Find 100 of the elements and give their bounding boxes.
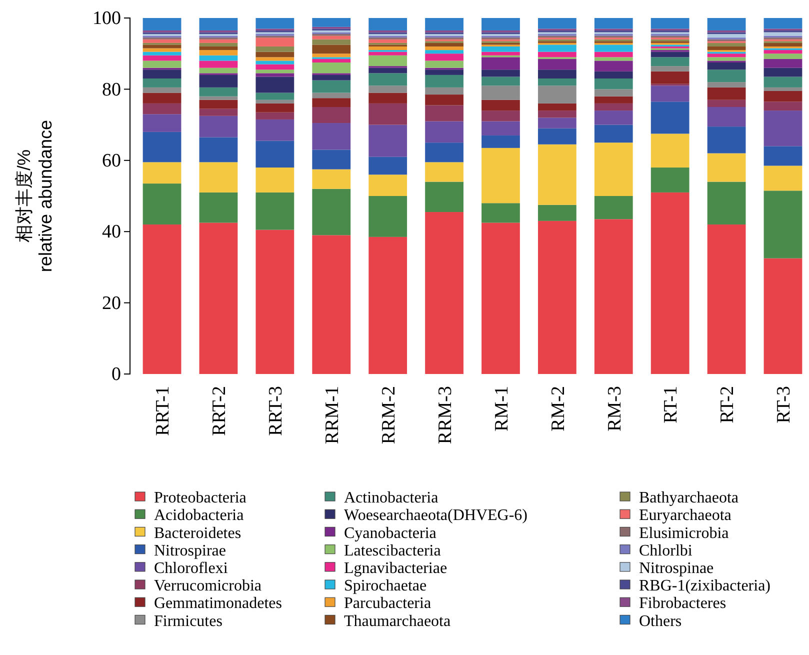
legend-label: Lgnavibacteriae — [344, 560, 448, 577]
legend-label: Euryarchaeota — [639, 507, 732, 524]
legend-label: Actinobacteria — [344, 490, 438, 507]
bar — [256, 38, 294, 46]
bar — [312, 18, 351, 27]
bar — [368, 124, 408, 157]
legend-label: Parcubacteria — [344, 595, 432, 612]
x-tick-label: RT-1 — [660, 386, 682, 424]
bar — [312, 188, 351, 236]
bar — [650, 86, 690, 102]
bar — [142, 18, 182, 30]
bar — [538, 220, 576, 374]
bar — [256, 70, 294, 74]
legend-label: Thaumarchaeota — [344, 612, 451, 630]
bar — [707, 70, 746, 82]
bar — [256, 73, 294, 77]
legend-label: Fibrobacteres — [639, 595, 726, 612]
bar — [707, 87, 746, 100]
legend-label: Bacteroidetes — [154, 524, 242, 542]
bar — [425, 18, 464, 30]
bar — [368, 18, 408, 30]
bar — [707, 42, 746, 46]
bar — [142, 55, 182, 61]
bar — [538, 118, 576, 128]
y-tick-label: 60 — [102, 150, 121, 172]
bar — [707, 18, 746, 30]
bar — [256, 140, 294, 168]
bar — [594, 124, 633, 143]
bar — [312, 80, 351, 93]
bar — [368, 68, 408, 74]
bar — [425, 60, 464, 68]
bar — [256, 192, 294, 230]
bar — [199, 87, 238, 96]
bar — [594, 44, 633, 52]
x-tick-label: RRT-1 — [152, 386, 174, 436]
bar — [199, 55, 238, 61]
bar — [312, 107, 351, 124]
bar — [650, 71, 690, 84]
bar — [594, 96, 633, 104]
bar — [368, 39, 408, 43]
bar — [482, 57, 520, 70]
bar — [368, 55, 408, 66]
legend-label: Acidobacteria — [154, 507, 244, 524]
bar — [312, 54, 351, 58]
bar — [764, 102, 802, 111]
bar — [199, 39, 238, 43]
bar — [256, 230, 294, 374]
bar — [707, 82, 746, 88]
bar — [312, 235, 351, 374]
bar — [707, 62, 746, 70]
bar — [538, 44, 576, 52]
bar — [594, 57, 633, 61]
legend-label: Cyanobacteria — [344, 524, 436, 542]
bar — [764, 54, 802, 59]
bar — [312, 92, 351, 98]
bar — [538, 58, 576, 70]
bar — [594, 103, 633, 111]
legend-label: Bathyarchaeota — [639, 490, 738, 507]
x-tick-label: RM-1 — [491, 386, 512, 432]
bar — [764, 50, 802, 54]
bar — [256, 52, 294, 58]
bar — [256, 92, 294, 100]
legend-label: Nitrospirae — [154, 542, 226, 560]
x-tick-label: RM-2 — [548, 386, 569, 432]
bar — [256, 112, 294, 120]
bar — [368, 156, 408, 175]
bar — [764, 166, 802, 191]
bar — [482, 46, 520, 52]
legend-label: Elusimicrobia — [639, 524, 729, 542]
bar — [425, 46, 464, 50]
legend-label: Others — [639, 612, 682, 630]
bar — [707, 182, 746, 224]
bar — [142, 87, 182, 93]
bar — [707, 224, 746, 374]
bar — [425, 50, 464, 54]
bar — [594, 52, 633, 58]
bar — [538, 110, 576, 118]
bar — [312, 74, 351, 80]
x-tick-label: RRM-1 — [322, 386, 344, 444]
bar — [199, 192, 238, 223]
bar — [142, 70, 182, 79]
legend-label: Nitrospinae — [639, 560, 714, 577]
bar — [482, 121, 520, 136]
bar — [538, 128, 576, 144]
bar — [199, 50, 238, 56]
bar — [764, 42, 802, 46]
bar — [650, 57, 690, 66]
bar — [199, 68, 238, 74]
bar — [764, 258, 802, 374]
bar — [199, 162, 238, 192]
bar — [538, 78, 576, 86]
bar — [650, 52, 690, 58]
bar — [594, 219, 633, 374]
bar — [368, 236, 408, 374]
bar — [538, 103, 576, 111]
bar — [764, 87, 802, 91]
bar — [312, 98, 351, 107]
x-tick-label: RRT-3 — [266, 386, 287, 436]
bar — [538, 86, 576, 104]
bar — [199, 116, 238, 138]
